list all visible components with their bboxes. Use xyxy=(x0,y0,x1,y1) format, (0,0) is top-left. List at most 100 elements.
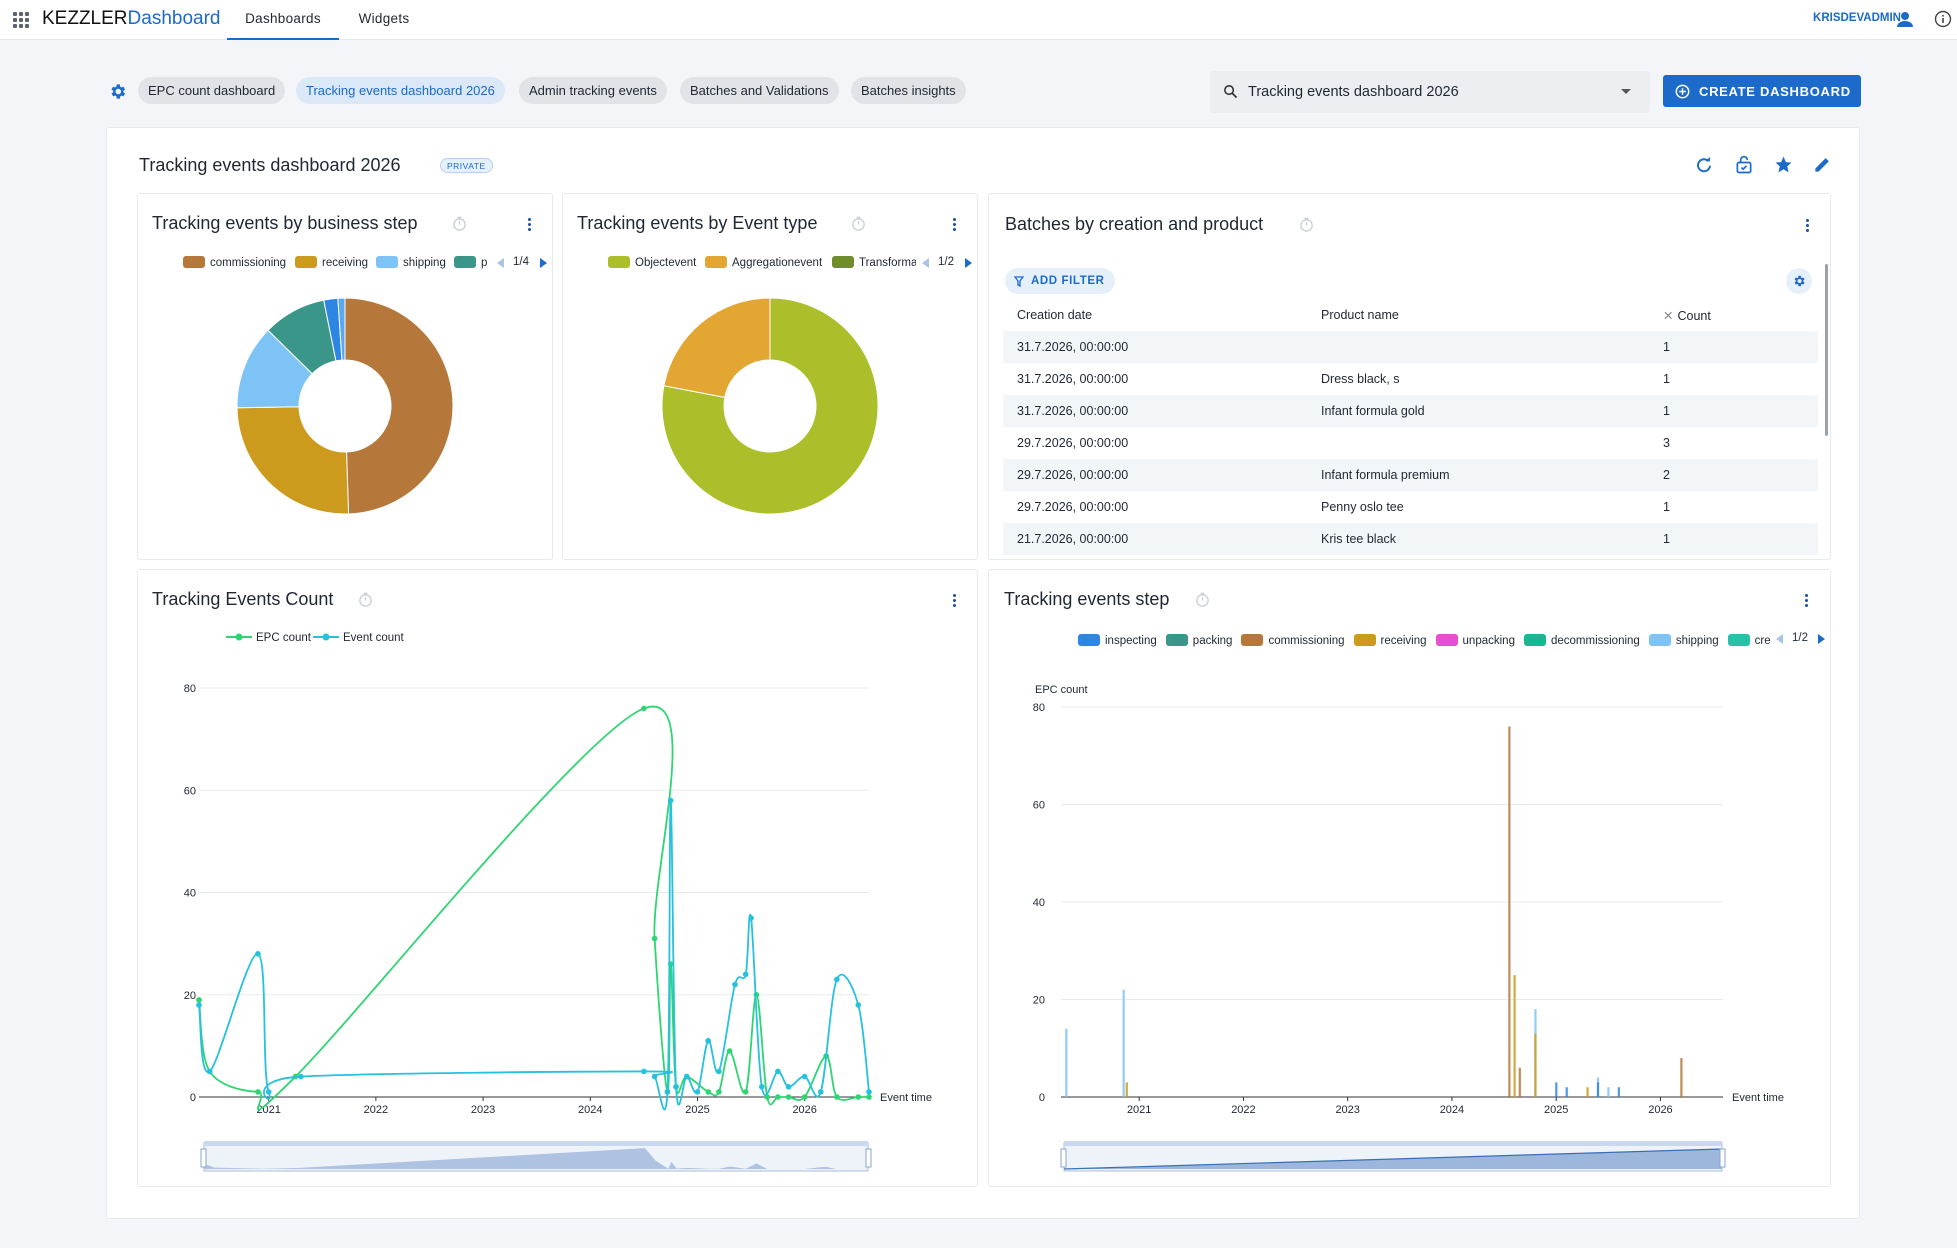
legend-item[interactable]: Aggregationevent xyxy=(705,256,822,269)
table-scrollbar[interactable] xyxy=(1825,264,1828,436)
legend-prev-icon[interactable] xyxy=(1775,633,1784,645)
kebab-menu-icon[interactable] xyxy=(528,218,532,232)
refresh-icon[interactable] xyxy=(1695,156,1713,174)
table-row[interactable]: 21.7.2026, 00:00:00 Kris tee black 1 xyxy=(1003,523,1818,555)
legend-item[interactable]: EPC count xyxy=(226,632,311,644)
gear-icon xyxy=(1794,275,1805,287)
legend-item[interactable]: cre xyxy=(1727,634,1771,647)
data-point xyxy=(716,1089,722,1095)
brand-part-b: Dashboard xyxy=(127,8,221,29)
x-tick-label: 2022 xyxy=(1231,1104,1255,1116)
cell-count: 3 xyxy=(1663,436,1670,450)
dashboard-select[interactable]: Tracking events dashboard 2026 xyxy=(1210,71,1650,113)
legend-step: inspecting packing commissioning receiving u… xyxy=(1078,632,1778,648)
legend-next-icon[interactable] xyxy=(539,257,548,269)
kebab-menu-icon[interactable] xyxy=(953,594,957,608)
legend-next-icon[interactable] xyxy=(964,257,973,269)
kebab-menu-icon[interactable] xyxy=(1805,594,1809,608)
zoom-handle-left xyxy=(1060,1148,1067,1168)
chevron-down-icon[interactable] xyxy=(1620,88,1632,96)
legend-item[interactable]: receiving xyxy=(295,256,368,269)
y-tick-label: 40 xyxy=(184,888,196,900)
y-tick-label: 0 xyxy=(1039,1092,1045,1104)
legend-prev-icon[interactable] xyxy=(921,257,930,269)
tab-batches-insights[interactable]: Batches insights xyxy=(851,77,966,104)
star-icon[interactable] xyxy=(1774,155,1793,174)
kebab-menu-icon[interactable] xyxy=(953,218,957,232)
data-point xyxy=(196,997,202,1003)
username-link[interactable]: KRISDEVADMIN xyxy=(1813,12,1901,24)
timer-icon xyxy=(1196,592,1209,607)
add-filter-button[interactable]: ADD FILTER xyxy=(1005,268,1115,294)
table-row[interactable]: 29.7.2026, 00:00:00 Penny oslo tee 1 xyxy=(1003,491,1818,523)
col-creation-date[interactable]: Creation date xyxy=(1017,308,1093,322)
table-row[interactable]: 31.7.2026, 00:00:00 Dress black, s 1 xyxy=(1003,363,1818,395)
info-icon[interactable] xyxy=(1934,10,1952,28)
legend-item[interactable]: commissioning xyxy=(1241,634,1345,647)
nav-tab-dashboards[interactable]: Dashboards xyxy=(227,0,339,40)
legend-item[interactable]: decommissioning xyxy=(1523,634,1640,647)
batches-table: Creation date Product name ✕ Count 31.7.2… xyxy=(1003,299,1818,555)
table-settings-button[interactable] xyxy=(1786,268,1812,294)
col-product-name[interactable]: Product name xyxy=(1321,308,1399,322)
pie-slice-other-2 xyxy=(337,297,346,361)
table-row[interactable]: 31.7.2026, 00:00:00 1 xyxy=(1003,331,1818,363)
kebab-menu-icon[interactable] xyxy=(1806,219,1810,233)
edit-icon[interactable] xyxy=(1813,155,1832,174)
create-dashboard-label: CREATE DASHBOARD xyxy=(1699,84,1851,99)
legend-item[interactable]: Event count xyxy=(313,632,404,644)
data-point xyxy=(866,1089,872,1095)
data-point xyxy=(196,1002,202,1008)
data-point xyxy=(255,1089,261,1095)
legend-prev-icon[interactable] xyxy=(496,257,505,269)
cell-count: 2 xyxy=(1649,459,1818,491)
x-tick-label: 2021 xyxy=(1127,1104,1151,1116)
col-count[interactable]: ✕ Count xyxy=(1649,299,1818,331)
x-tick-label: 2023 xyxy=(471,1104,495,1116)
legend-item[interactable]: inspecting xyxy=(1078,634,1157,647)
legend-item[interactable]: shipping xyxy=(1648,634,1719,647)
legend-next-icon[interactable] xyxy=(1817,633,1826,645)
bar-commissioning xyxy=(1680,1058,1683,1097)
legend-item[interactable]: receiving xyxy=(1353,634,1427,647)
data-point xyxy=(742,1089,749,1095)
legend-item[interactable]: Objectevent xyxy=(608,256,696,269)
legend-item[interactable]: unpacking xyxy=(1435,634,1515,647)
zoom-slider-bar xyxy=(1064,1141,1722,1146)
legend-label: Aggregationevent xyxy=(732,257,823,269)
user-icon[interactable] xyxy=(1896,10,1914,28)
data-point xyxy=(705,1037,711,1044)
bar-inspecting xyxy=(1596,1082,1600,1097)
gear-icon[interactable] xyxy=(108,82,127,101)
tab-batches-validations[interactable]: Batches and Validations xyxy=(680,77,839,104)
tab-admin-tracking[interactable]: Admin tracking events xyxy=(519,77,667,104)
tab-epc-count[interactable]: EPC count dashboard xyxy=(138,77,286,104)
widget-tracking-events-step xyxy=(988,569,1831,1187)
share-lock-icon[interactable] xyxy=(1734,155,1754,175)
legend-item[interactable]: p xyxy=(454,256,492,269)
series-line-epc-count xyxy=(198,705,869,1111)
brand-logo[interactable]: KEZZLERDashboard xyxy=(42,8,220,30)
legend-item[interactable]: Transforma xyxy=(832,256,916,269)
legend-swatch xyxy=(183,256,205,268)
legend-item[interactable]: packing xyxy=(1165,634,1232,647)
legend-label: Event count xyxy=(343,632,404,644)
bar-receiving xyxy=(1513,975,1516,1097)
legend-item[interactable]: shipping xyxy=(376,256,446,269)
filter-icon xyxy=(1014,276,1024,287)
zoom-slider-preview xyxy=(204,1148,868,1169)
table-row[interactable]: 29.7.2026, 00:00:00 Infant formula premiu… xyxy=(1003,459,1818,491)
nav-tab-widgets[interactable]: Widgets xyxy=(358,11,410,26)
create-dashboard-button[interactable]: CREATE DASHBOARD xyxy=(1663,75,1861,107)
legend-item[interactable]: commissioning xyxy=(183,256,286,269)
add-filter-label: ADD FILTER xyxy=(1031,275,1105,287)
table-row[interactable]: 29.7.2026, 00:00:00 3 xyxy=(1003,427,1818,459)
apps-grid-icon[interactable] xyxy=(13,12,29,28)
legend-swatch xyxy=(1241,634,1264,646)
x-tick-label: 2022 xyxy=(364,1104,388,1116)
tab-tracking-events-2026[interactable]: Tracking events dashboard 2026 xyxy=(296,77,505,104)
table-row[interactable]: 31.7.2026, 00:00:00 Infant formula gold 1 xyxy=(1003,395,1818,427)
bar-inspecting xyxy=(1617,1087,1620,1097)
dashboard-select-value: Tracking events dashboard 2026 xyxy=(1248,84,1459,100)
cell-product-name xyxy=(1307,427,1649,459)
